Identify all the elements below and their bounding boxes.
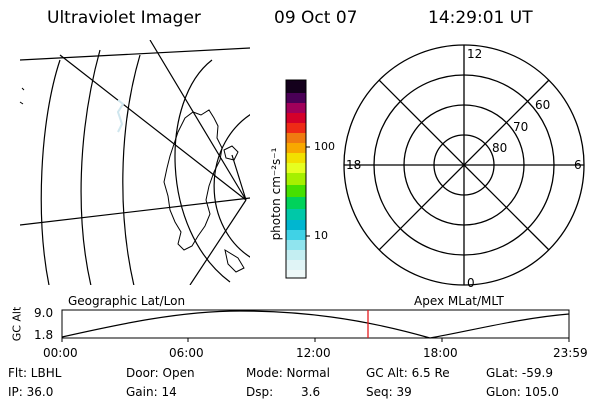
status-dsp-value: 3.6 [301, 385, 321, 399]
latitude-arc [122, 54, 141, 285]
mlt-diagonal [378, 79, 550, 251]
colorbar-tick-label: 10 [314, 229, 328, 242]
instrument-title: Ultraviolet Imager [47, 8, 201, 28]
status-mode: Mode: Normal [246, 366, 330, 380]
mlt-label-0: 0 [467, 276, 475, 290]
status-gc-alt: GC Alt: 6.5 Re [366, 366, 450, 380]
altitude-ytick: 9.0 [34, 306, 54, 320]
longitude-line [20, 197, 250, 226]
colorbar [285, 79, 310, 279]
coastline [223, 145, 239, 161]
colorbar-tick-label: 100 [314, 140, 335, 153]
altitude-xtick: 00:00 [43, 346, 78, 360]
altitude-xtick: 23:59 [553, 346, 588, 360]
status-seq: Seq: 39 [366, 385, 412, 399]
altitude-ylabel: GC Alt [10, 306, 24, 342]
status-glat: GLat: -59.9 [486, 366, 553, 380]
altitude-xtick: 12:00 [296, 346, 331, 360]
altitude-xtick: 18:00 [423, 346, 458, 360]
altitude-xtick: 06:00 [169, 346, 204, 360]
latitude-arc [40, 59, 61, 285]
longitude-line [231, 154, 247, 201]
mlt-label-18: 18 [346, 158, 362, 172]
polar-plot [343, 44, 585, 286]
longitude-line [59, 54, 247, 201]
status-door: Door: Open [126, 366, 195, 380]
mlt-label-12: 12 [467, 47, 483, 61]
mlt-label-6: 6 [574, 158, 582, 172]
coastline [224, 248, 245, 273]
status-glon: GLon: 105.0 [486, 385, 559, 399]
date-label: 09 Oct 07 [274, 8, 358, 28]
coastline [163, 109, 223, 251]
geographic-title: Geographic Lat/Lon [68, 294, 186, 308]
lat-label-60: 60 [535, 98, 551, 112]
geographic-map [20, 40, 250, 285]
time-label: 14:29:01 UT [428, 8, 533, 28]
latitude-arc [213, 114, 250, 258]
colorbar-unit-label: photon cm⁻²s⁻¹ [269, 147, 283, 241]
faint-emission [116, 99, 125, 133]
lat-label-80: 80 [492, 141, 508, 155]
altitude-ytick: 1.8 [34, 328, 54, 342]
apex-title: Apex MLat/MLT [414, 294, 504, 308]
lat-label-70: 70 [513, 120, 529, 134]
longitude-line [189, 199, 247, 285]
longitude-line [20, 47, 250, 61]
longitude-line [149, 40, 247, 201]
latitude-arc [80, 49, 101, 285]
status-filter: Flt: LBHL [8, 366, 62, 380]
altitude-curve [61, 310, 570, 339]
coast-fragment [19, 87, 25, 105]
status-gain: Gain: 14 [126, 385, 177, 399]
status-dsp-label: Dsp: [246, 385, 274, 399]
altitude-chart [61, 309, 570, 342]
status-ip: IP: 36.0 [8, 385, 54, 399]
